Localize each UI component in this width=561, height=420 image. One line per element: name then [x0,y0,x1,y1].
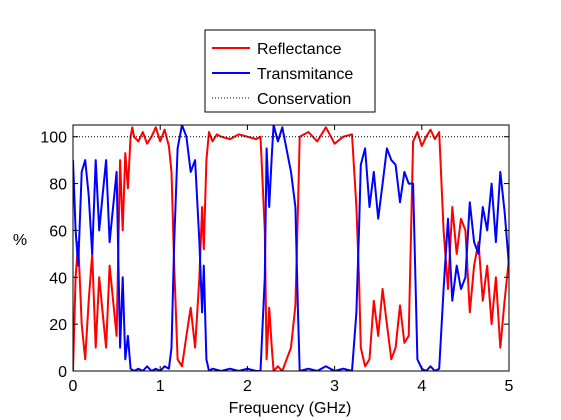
x-tick-label: 1 [156,378,165,395]
plot-area [73,125,509,371]
y-tick-label: 0 [58,364,67,381]
x-tick-label: 4 [417,378,426,395]
x-tick-label: 2 [243,378,252,395]
y-tick-label: 100 [40,130,67,147]
y-axis-label: % [13,232,27,249]
legend: Reflectance Transmitance Conservation [205,30,375,112]
x-tick-label: 0 [69,378,78,395]
y-tick-label: 80 [49,177,67,194]
plot-background [73,125,509,371]
x-axis-label: Frequency (GHz) [229,400,352,417]
y-tick-label: 60 [49,223,67,240]
y-tick-label: 40 [49,270,67,287]
x-tick-label: 5 [505,378,514,395]
legend-label-conservation: Conservation [257,91,351,108]
x-tick-label: 3 [330,378,339,395]
y-tick-label: 20 [49,317,67,334]
legend-label-reflectance: Reflectance [257,41,342,58]
legend-label-transmitance: Transmitance [257,66,353,83]
